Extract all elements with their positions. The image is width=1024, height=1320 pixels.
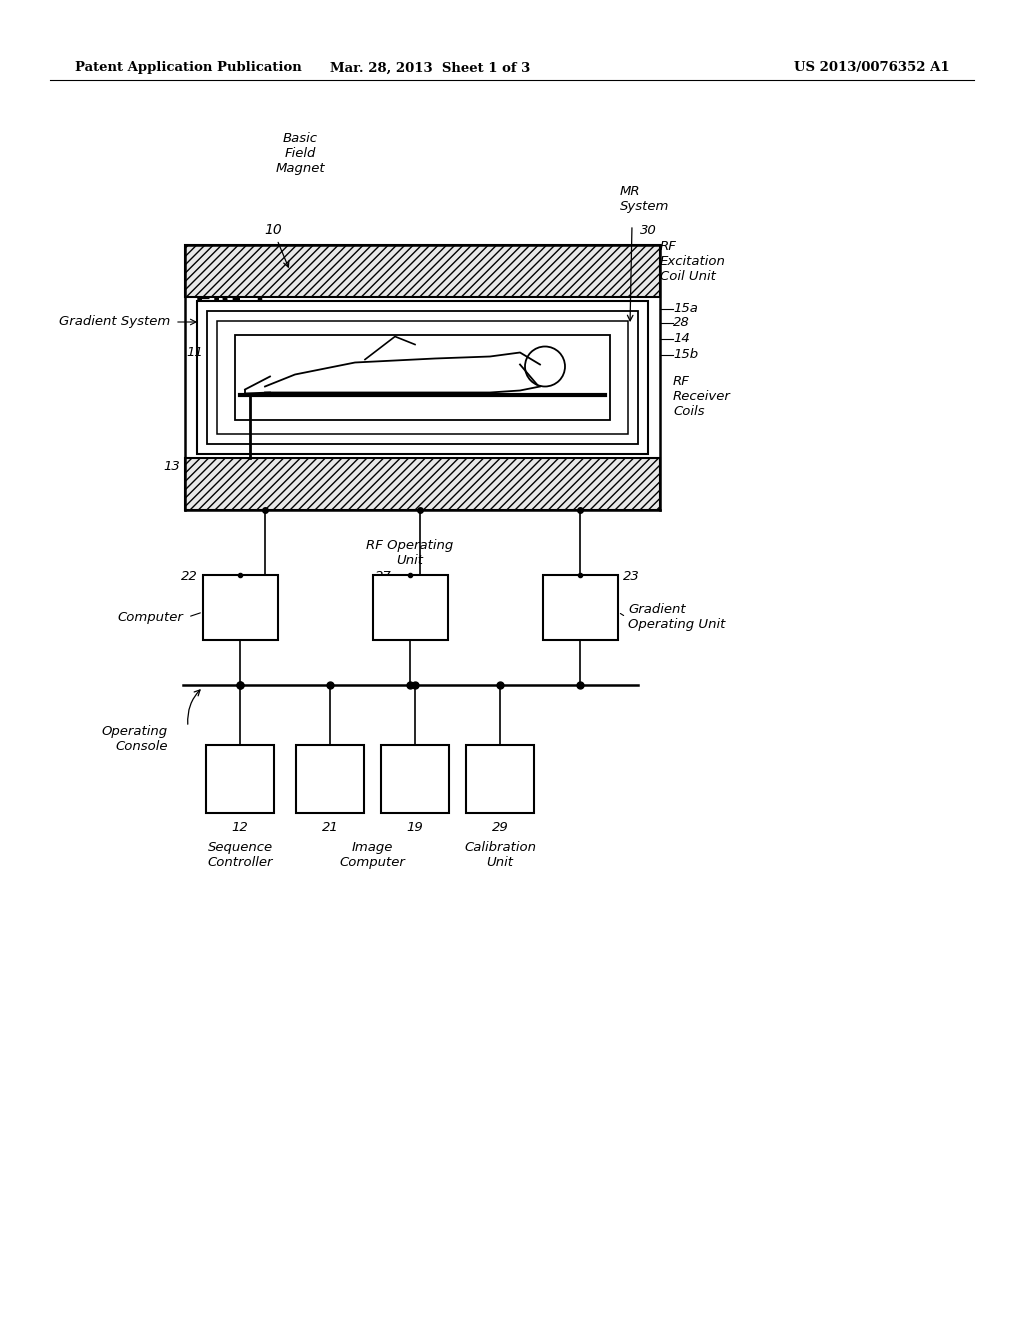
Text: Operating
Console: Operating Console (101, 725, 168, 752)
Bar (206, 744, 274, 813)
Text: Calibration
Unit: Calibration Unit (464, 841, 536, 869)
Text: 23: 23 (623, 570, 640, 583)
Text: 30: 30 (640, 223, 656, 236)
Circle shape (525, 346, 565, 387)
Text: RF
Receiver
Coils: RF Receiver Coils (673, 375, 731, 418)
Bar (381, 744, 449, 813)
Text: Basic
Field
Magnet: Basic Field Magnet (275, 132, 325, 176)
Text: 14: 14 (673, 333, 690, 346)
Text: Mar. 28, 2013  Sheet 1 of 3: Mar. 28, 2013 Sheet 1 of 3 (330, 62, 530, 74)
Text: 29: 29 (492, 821, 508, 834)
Text: Sequence
Controller: Sequence Controller (207, 841, 272, 869)
Text: RF Operating
Unit: RF Operating Unit (367, 539, 454, 568)
Text: 22: 22 (181, 570, 198, 583)
Text: Gradient System: Gradient System (58, 315, 170, 329)
Text: Computer: Computer (117, 610, 183, 623)
Text: 19: 19 (407, 821, 423, 834)
Bar (296, 744, 364, 813)
Text: US 2013/0076352 A1: US 2013/0076352 A1 (795, 62, 950, 74)
Text: 13: 13 (163, 459, 180, 473)
Text: 12: 12 (231, 821, 249, 834)
Text: RF
Excitation
Coil Unit: RF Excitation Coil Unit (660, 240, 726, 282)
Text: 15b: 15b (673, 348, 698, 362)
Text: 15a: 15a (673, 302, 698, 315)
Bar (203, 576, 278, 640)
Text: 21: 21 (322, 821, 338, 834)
Bar (466, 744, 534, 813)
Bar (185, 458, 660, 510)
Text: Gradient
Operating Unit: Gradient Operating Unit (628, 603, 725, 631)
Bar (373, 576, 449, 640)
Bar (543, 576, 618, 640)
Text: Image
Computer: Image Computer (339, 841, 404, 869)
Bar (217, 321, 628, 434)
Bar (234, 335, 610, 420)
Text: MR
System: MR System (620, 185, 670, 213)
Text: 11: 11 (186, 346, 204, 359)
Bar (207, 312, 638, 444)
Bar (185, 246, 660, 297)
Bar (197, 301, 648, 454)
Text: 27: 27 (375, 570, 392, 583)
Text: FIG 1: FIG 1 (195, 288, 268, 312)
Text: 28: 28 (673, 317, 690, 330)
Text: Patent Application Publication: Patent Application Publication (75, 62, 302, 74)
Text: 10: 10 (264, 223, 289, 267)
